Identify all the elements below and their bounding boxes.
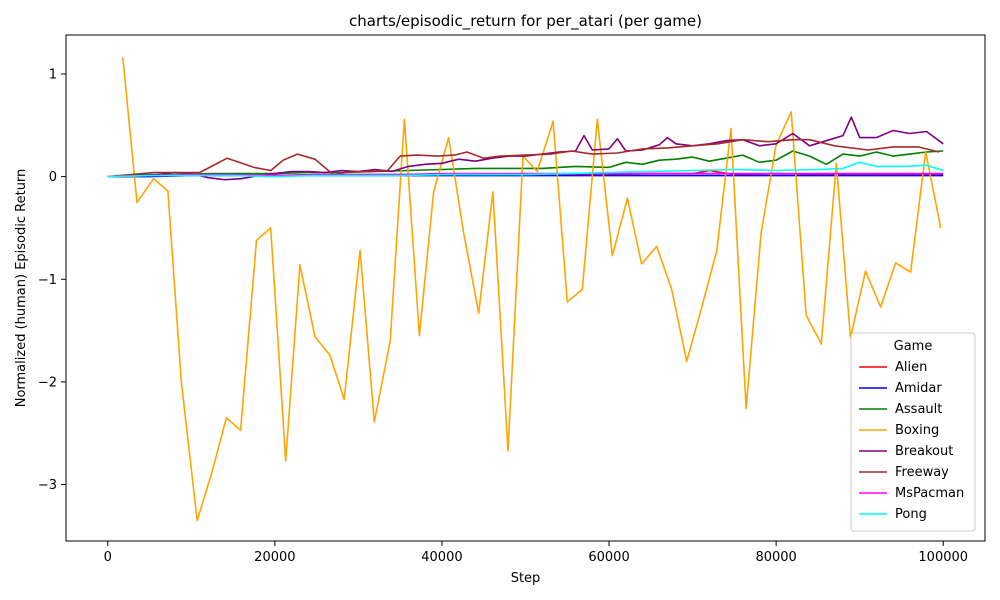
x-tick-label: 40000	[421, 550, 462, 565]
series-line-mspacman	[107, 172, 944, 178]
y-tick-label: −3	[38, 478, 57, 493]
legend-entry: Freeway	[895, 465, 949, 480]
series-line-pong	[107, 161, 944, 178]
chart-title: charts/episodic_return for per_atari (pe…	[349, 12, 702, 31]
legend: Game Alien Amidar Assault Boxing Breakout Free…	[850, 332, 976, 532]
y-axis-label: Normalized (human) Episodic Return	[14, 169, 29, 408]
x-tick-label: 100000	[918, 550, 968, 565]
x-axis: 0 20000 40000 60000 80000 100000	[104, 541, 968, 565]
plot-frame	[65, 34, 986, 542]
x-tick-label: 20000	[254, 550, 295, 565]
y-tick-label: −2	[38, 375, 57, 390]
x-tick-label: 80000	[755, 550, 796, 565]
x-axis-label: Step	[511, 571, 541, 586]
y-axis: −3 −2 −1 0 1	[38, 68, 66, 493]
x-tick-label: 60000	[588, 550, 629, 565]
legend-title: Game	[894, 339, 933, 354]
x-tick-label: 0	[104, 550, 112, 565]
series-line-freeway	[107, 138, 940, 178]
series-layer	[107, 57, 944, 522]
legend-box	[850, 332, 976, 532]
legend-entry: Pong	[895, 507, 927, 522]
legend-entry: Assault	[895, 402, 942, 417]
legend-entry: Amidar	[895, 381, 942, 396]
legend-entry: MsPacman	[895, 486, 964, 501]
y-tick-label: −1	[38, 273, 57, 288]
series-line-assault	[107, 150, 944, 178]
y-tick-label: 1	[49, 68, 57, 83]
legend-entry: Breakout	[895, 444, 953, 459]
legend-entry: Boxing	[895, 423, 939, 438]
y-tick-label: 0	[49, 170, 57, 185]
series-line-boxing	[122, 57, 942, 522]
legend-entry: Alien	[895, 360, 927, 375]
